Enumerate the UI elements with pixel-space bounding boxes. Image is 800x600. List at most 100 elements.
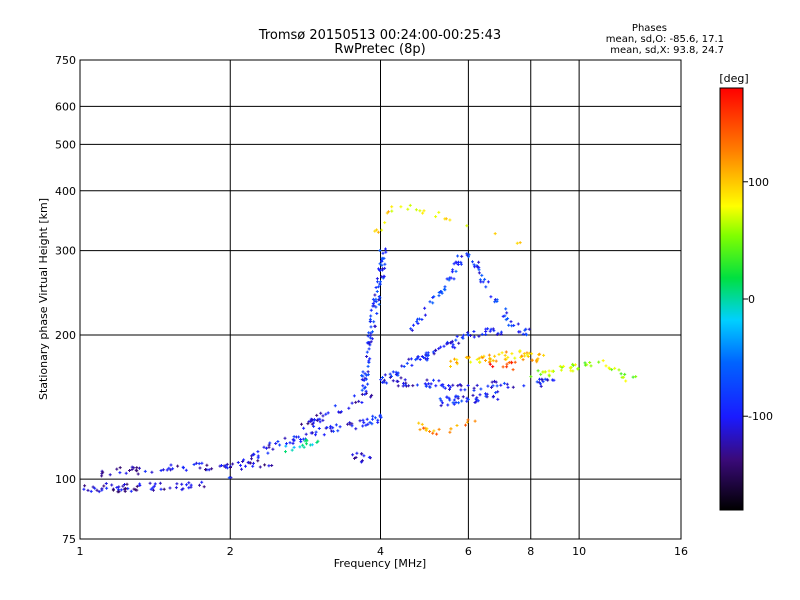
echo-point (460, 399, 464, 403)
echo-point (143, 469, 147, 473)
echo-point (321, 418, 325, 422)
echo-point (175, 482, 179, 486)
echo-point (348, 422, 352, 426)
echo-point (227, 476, 231, 480)
echo-point (375, 290, 379, 293)
echo-point (115, 467, 119, 471)
echo-point (546, 378, 550, 382)
echo-point (198, 466, 202, 470)
echo-point (123, 489, 127, 493)
echo-point (298, 445, 302, 449)
chart-title-line2: RwPretec (8p) (334, 42, 425, 57)
echo-point (367, 342, 371, 346)
echo-point (250, 454, 254, 458)
echo-point (347, 406, 351, 410)
echo-point (370, 337, 374, 341)
echo-point (613, 366, 617, 370)
echo-point (573, 363, 577, 367)
echo-point (104, 482, 108, 485)
echo-point (444, 217, 448, 221)
echo-point (455, 361, 459, 364)
echo-point (491, 327, 495, 331)
echo-point (121, 484, 125, 488)
echo-point (529, 375, 533, 379)
echo-point (477, 260, 481, 264)
echo-point (314, 433, 317, 437)
echo-point (366, 422, 370, 426)
echo-point (471, 393, 475, 397)
echo-point (539, 384, 543, 388)
phase-panel-x-stats: mean, sd,X: 93.8, 24.7 (610, 45, 724, 56)
echo-point (505, 365, 509, 369)
echo-point (440, 291, 444, 295)
echo-point (361, 424, 365, 428)
echo-point (367, 347, 371, 351)
echo-point (454, 395, 458, 399)
echo-point (477, 356, 481, 360)
echo-point (365, 355, 369, 358)
echo-point (124, 487, 128, 491)
echo-point (377, 285, 381, 289)
echo-point (373, 416, 377, 420)
echo-point (445, 277, 449, 281)
echo-point (180, 482, 184, 486)
echo-point (494, 359, 498, 363)
echo-point (308, 443, 312, 447)
echo-point (360, 460, 364, 464)
echo-point (525, 333, 528, 337)
echo-point (310, 418, 314, 422)
echo-point (441, 401, 444, 405)
echo-point (437, 379, 441, 383)
echo-point (547, 369, 551, 373)
echo-point (474, 400, 478, 404)
echo-point (481, 280, 485, 284)
x-tick-label: 10 (572, 545, 586, 558)
echo-point (485, 392, 489, 396)
y-tick-label: 600 (55, 100, 76, 113)
echo-point (150, 470, 154, 474)
echo-point (451, 345, 455, 349)
x-tick-label: 2 (227, 545, 234, 558)
echo-point (521, 332, 525, 336)
echo-point (438, 397, 442, 401)
echo-point (402, 381, 405, 385)
colorbar (720, 88, 743, 510)
y-tick-label: 400 (55, 185, 76, 198)
echo-point (244, 464, 247, 468)
echo-point (406, 207, 410, 211)
echo-point (452, 262, 456, 266)
echo-point (478, 360, 482, 364)
echo-point (503, 357, 507, 361)
echo-point (535, 360, 539, 364)
echo-point (380, 275, 384, 279)
echo-point (442, 344, 446, 348)
echo-point (361, 384, 365, 388)
echo-point (425, 353, 429, 357)
echo-point (493, 354, 497, 358)
y-tick-labels: 75 100 200 300 400 500 600 750 (55, 54, 76, 546)
echo-point (571, 369, 575, 373)
echo-point (448, 387, 451, 391)
echo-point (371, 417, 374, 421)
echo-point (130, 468, 134, 471)
echo-point (91, 485, 95, 489)
echo-point (292, 435, 296, 439)
echo-point (588, 361, 592, 364)
echo-point (370, 393, 374, 397)
echo-point (463, 388, 467, 392)
echo-point (497, 352, 501, 356)
echo-point (487, 353, 491, 357)
echo-point (352, 394, 356, 398)
echo-point (437, 210, 441, 214)
echo-point (324, 412, 328, 416)
echo-point (371, 414, 375, 418)
echo-point (377, 302, 381, 306)
echo-point (89, 489, 93, 493)
echo-point (456, 396, 460, 400)
echo-point (375, 312, 379, 315)
echo-point (536, 357, 540, 361)
echo-point (149, 487, 153, 491)
echo-point (256, 450, 260, 454)
echo-point (284, 450, 287, 454)
echo-point (129, 489, 133, 493)
